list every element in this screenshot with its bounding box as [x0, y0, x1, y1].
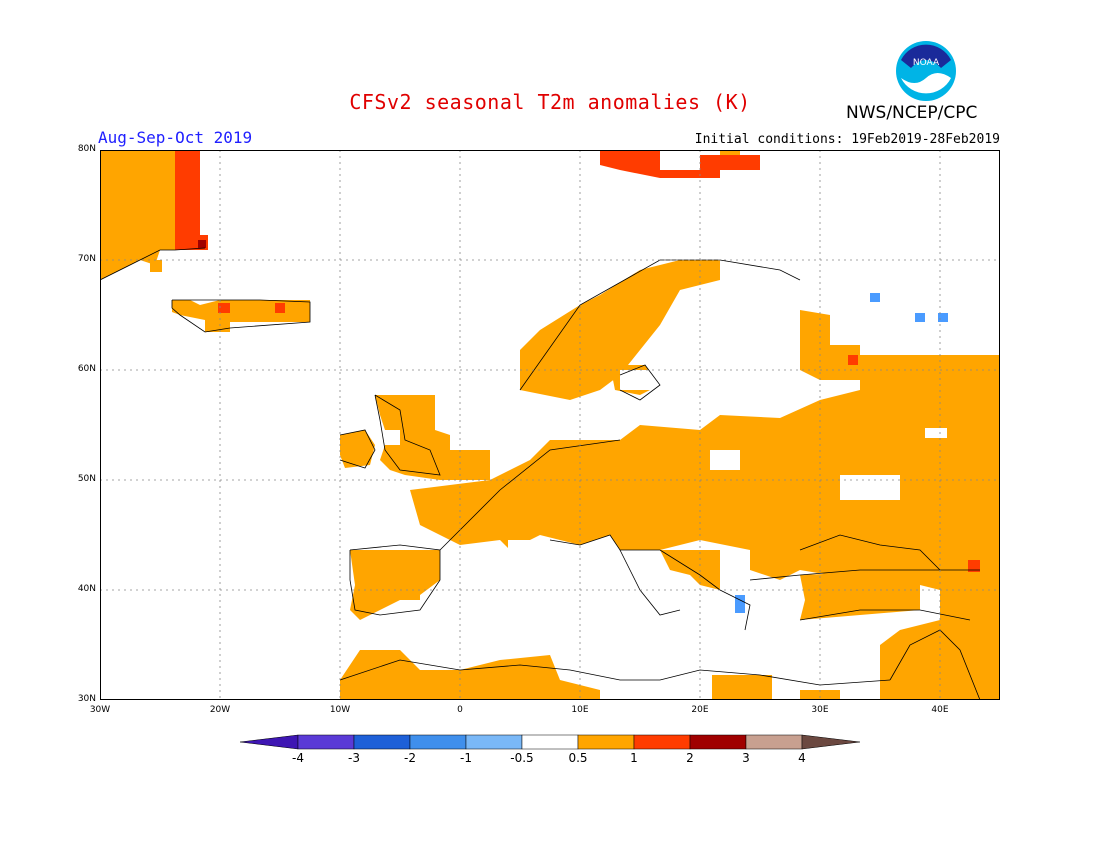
colorbar-label: 4	[798, 751, 806, 765]
logo-text: NOAA	[913, 58, 940, 68]
colorbar-segment	[409, 734, 467, 750]
coastlines	[100, 247, 981, 700]
colorbar-label: -3	[348, 751, 360, 765]
colorbar-arrow-high	[801, 734, 860, 750]
chart-title: CFSv2 seasonal T2m anomalies (K)	[349, 90, 751, 114]
agency-label: NWS/NCEP/CPC	[846, 103, 978, 123]
colorbar-segment	[745, 734, 803, 750]
lat-label: 50N	[77, 474, 96, 484]
lon-label: 30E	[811, 705, 829, 715]
colorbar-label: 3	[742, 751, 750, 765]
colorbar-label: -2	[404, 751, 416, 765]
lat-label: 30N	[77, 694, 96, 704]
colorbar-label: 1	[630, 751, 638, 765]
balkans-warm-region	[660, 550, 980, 620]
lon-label: 10E	[571, 705, 589, 715]
colorbar-segment	[353, 734, 411, 750]
anomaly-map	[100, 150, 1000, 700]
colorbar	[240, 734, 860, 750]
lat-lon-grid	[100, 150, 1000, 700]
lon-label: 20W	[209, 705, 231, 715]
lon-label: 20E	[691, 705, 709, 715]
greenland-warm-region	[100, 150, 208, 280]
lat-label: 80N	[77, 144, 96, 154]
colorbar-label: 2	[686, 751, 694, 765]
lon-label: 40E	[931, 705, 949, 715]
colorbar-segment	[577, 734, 635, 750]
colorbar-label: -4	[292, 751, 304, 765]
initial-conditions: Initial conditions: 19Feb2019-28Feb2019	[694, 132, 1000, 147]
north-africa-warm-region	[340, 650, 840, 700]
colorbar-segment	[297, 734, 355, 750]
lat-label: 40N	[77, 584, 96, 594]
colorbar-segment	[633, 734, 691, 750]
iceland-warm-region	[172, 300, 310, 332]
lon-label: 0	[457, 705, 463, 715]
svalbard-warm-region	[600, 150, 760, 178]
noaa-logo-icon: NOAA	[896, 41, 956, 101]
colorbar-label: -0.5	[510, 751, 534, 765]
colorbar-arrow-low	[240, 734, 299, 750]
forecast-period: Aug-Sep-Oct 2019	[98, 128, 253, 147]
cool-patches	[735, 293, 948, 613]
colorbar-label: -1	[460, 751, 472, 765]
colorbar-segment	[465, 734, 523, 750]
lat-label: 60N	[77, 364, 96, 374]
british-isles-warm-region	[340, 395, 490, 480]
lat-label: 70N	[77, 254, 96, 264]
colorbar-label: 0.5	[568, 751, 588, 765]
continental-europe-warm-region	[410, 345, 1000, 700]
lon-label: 30W	[89, 705, 111, 715]
colorbar-segment	[521, 734, 579, 750]
lon-label: 10W	[329, 705, 351, 715]
colorbar-segment	[689, 734, 747, 750]
